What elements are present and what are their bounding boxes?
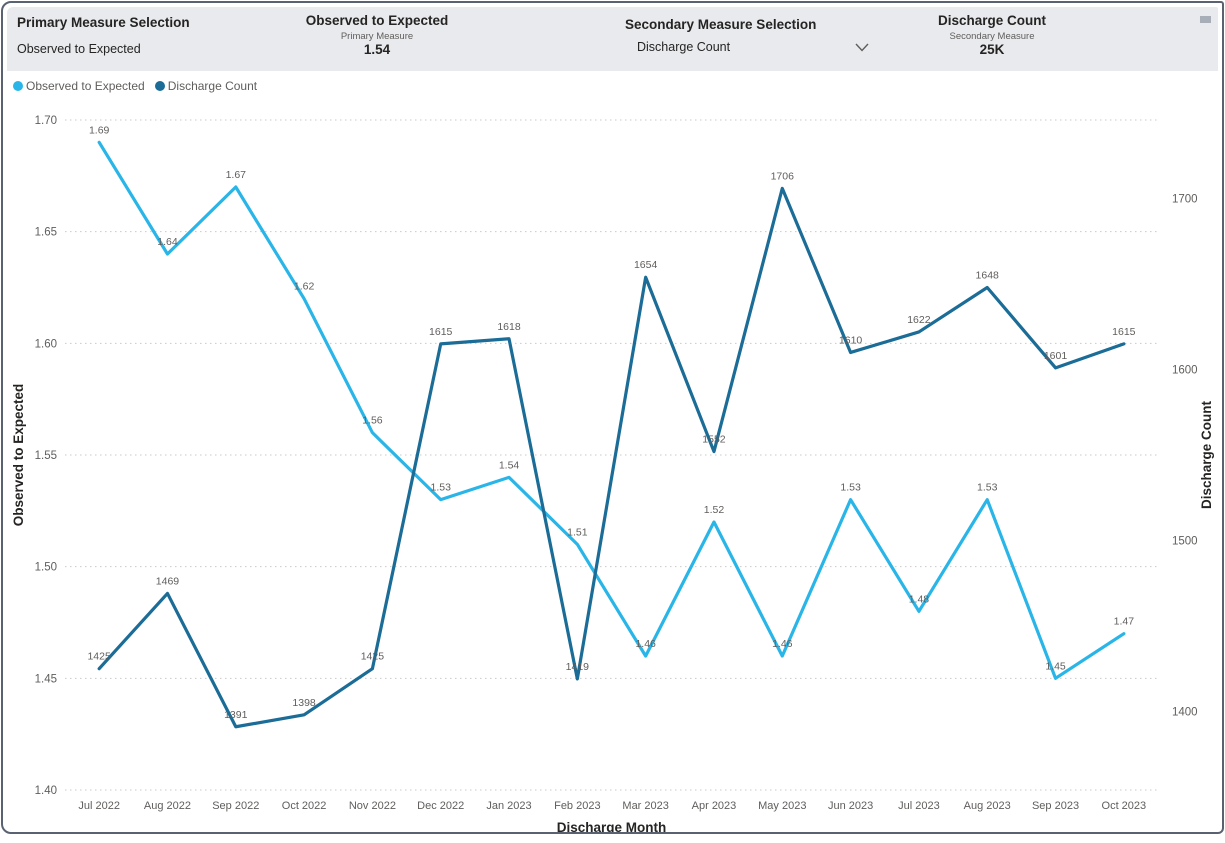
secondary-slicer-title: Secondary Measure Selection [625,17,817,32]
data-label: 1.46 [772,638,793,650]
x-axis-tick: Feb 2023 [554,800,600,812]
chart-legend: Observed to Expected Discharge Count [13,79,257,93]
data-label: 1.53 [977,482,998,494]
left-axis-title: Observed to Expected [11,384,26,527]
y-axis-tick-left: 1.65 [35,227,57,239]
legend-label: Observed to Expected [26,79,145,93]
data-label: 1.48 [909,593,930,605]
data-label: 1618 [497,321,521,333]
data-label: 1.62 [294,281,315,293]
y-axis-tick-right: 1400 [1172,706,1198,718]
card-title: Discharge Count [937,13,1046,28]
y-axis-tick-right: 1500 [1172,535,1198,547]
data-label: 1648 [976,270,1000,282]
legend-dot-icon [13,81,23,91]
card-value: 25K [979,42,1005,57]
primary-measure-card: Observed to Expected Primary Measure 1.5… [247,13,507,57]
line-chart[interactable]: 1.70 1.65 1.60 1.55 1.50 1.45 1.40 1700 1600 1500… [3,75,1224,834]
x-axis-tick: Dec 2022 [417,800,464,812]
data-label: 1615 [429,326,453,338]
data-label: 1.53 [431,482,452,494]
data-label: 1.47 [1114,616,1135,628]
x-axis-tick: Oct 2022 [282,800,327,812]
secondary-measure-card: Discharge Count Secondary Measure 25K [863,13,1121,57]
x-axis-tick: Sep 2022 [212,800,259,812]
y-axis-tick-left: 1.55 [35,450,57,462]
data-label: 1706 [771,170,795,182]
data-label: 1.64 [157,236,178,248]
scrollbar-thumb[interactable] [1200,16,1211,23]
data-label: 1654 [634,259,658,271]
series-line-observed[interactable] [97,140,1126,680]
header-band: Primary Measure Selection Observed to Ex… [7,7,1218,71]
secondary-measure-dropdown[interactable]: Discharge Count [637,40,869,54]
legend-dot-icon [154,81,165,91]
x-axis-tick: Oct 2023 [1102,800,1147,812]
data-label: 1425 [87,651,111,663]
data-label: 1.51 [567,526,588,538]
data-label: 1.46 [635,638,656,650]
y-axis-tick-left: 1.50 [35,562,57,574]
data-label: 1601 [1044,350,1068,362]
data-label: 1.67 [226,169,247,181]
x-axis-tick: Apr 2023 [692,800,737,812]
primary-slicer-title: Primary Measure Selection [17,15,190,30]
data-label: 1622 [907,314,931,326]
x-axis-tick: Nov 2022 [349,800,396,812]
x-axis-tick: Jul 2023 [898,800,940,812]
data-label: 1391 [224,709,248,721]
data-label: 1610 [839,334,863,346]
data-label: 1398 [292,697,316,709]
x-axis-tick: Jan 2023 [486,800,531,812]
legend-item-observed[interactable]: Observed to Expected [13,79,145,93]
primary-measure-dropdown[interactable]: Observed to Expected [17,42,141,56]
card-title: Observed to Expected [305,13,449,28]
x-axis-tick: Jun 2023 [828,800,873,812]
data-label: 1419 [566,661,590,673]
y-axis-tick-left: 1.60 [35,338,57,350]
data-label: 1615 [1112,326,1136,338]
x-axis-tick: Aug 2022 [144,800,191,812]
x-axis-tick: Aug 2023 [964,800,1011,812]
data-label: 1.56 [362,415,383,427]
card-value: 1.54 [363,42,391,57]
y-axis-tick-left: 1.70 [35,115,57,127]
y-axis-tick-left: 1.40 [35,785,57,797]
data-label: 1.52 [704,504,725,516]
data-label: 1.69 [89,124,110,136]
y-axis-tick-right: 1600 [1172,365,1198,377]
x-axis-tick: Sep 2023 [1032,800,1079,812]
data-label: 1.53 [840,482,861,494]
x-axis-tick: Jul 2022 [78,800,120,812]
x-axis-title: Discharge Month [557,820,667,834]
right-axis-title: Discharge Count [1199,400,1214,509]
x-axis-tick: May 2023 [758,800,806,812]
y-axis-tick-right: 1700 [1172,194,1198,206]
series-line-discharge[interactable] [97,186,1126,729]
y-axis-tick-left: 1.45 [35,673,57,685]
legend-label: Discharge Count [167,79,258,93]
x-axis-tick: Mar 2023 [622,800,668,812]
data-label: 1.54 [499,459,520,471]
card-subtitle: Secondary Measure [949,31,1035,42]
data-label: 1552 [702,434,726,446]
card-subtitle: Primary Measure [340,31,414,42]
data-label: 1.45 [1045,660,1066,672]
chevron-down-icon [855,43,869,52]
legend-item-discharge[interactable]: Discharge Count [154,79,258,93]
dropdown-value: Discharge Count [637,40,731,54]
data-label: 1425 [361,651,385,663]
data-label: 1469 [156,575,180,587]
